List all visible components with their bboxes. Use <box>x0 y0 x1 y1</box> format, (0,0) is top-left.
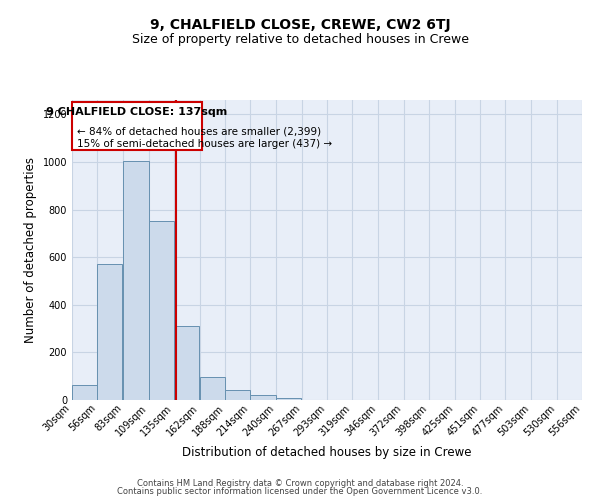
Text: 9 CHALFIELD CLOSE: 137sqm: 9 CHALFIELD CLOSE: 137sqm <box>46 106 227 117</box>
Bar <box>72 384 97 400</box>
Text: Contains public sector information licensed under the Open Government Licence v3: Contains public sector information licen… <box>118 487 482 496</box>
Text: Size of property relative to detached houses in Crewe: Size of property relative to detached ho… <box>131 32 469 46</box>
Bar <box>225 390 250 400</box>
Bar <box>275 398 301 400</box>
Text: 15% of semi-detached houses are larger (437) →: 15% of semi-detached houses are larger (… <box>77 140 332 149</box>
Text: ← 84% of detached houses are smaller (2,399): ← 84% of detached houses are smaller (2,… <box>77 126 321 136</box>
Text: 9, CHALFIELD CLOSE, CREWE, CW2 6TJ: 9, CHALFIELD CLOSE, CREWE, CW2 6TJ <box>149 18 451 32</box>
FancyBboxPatch shape <box>72 102 202 150</box>
Bar <box>174 326 199 400</box>
Bar <box>250 395 275 400</box>
Text: Contains HM Land Registry data © Crown copyright and database right 2024.: Contains HM Land Registry data © Crown c… <box>137 478 463 488</box>
X-axis label: Distribution of detached houses by size in Crewe: Distribution of detached houses by size … <box>182 446 472 459</box>
Bar <box>124 160 149 400</box>
Y-axis label: Number of detached properties: Number of detached properties <box>24 157 37 343</box>
Bar <box>97 264 122 400</box>
Bar <box>149 222 174 400</box>
Bar <box>200 378 225 400</box>
